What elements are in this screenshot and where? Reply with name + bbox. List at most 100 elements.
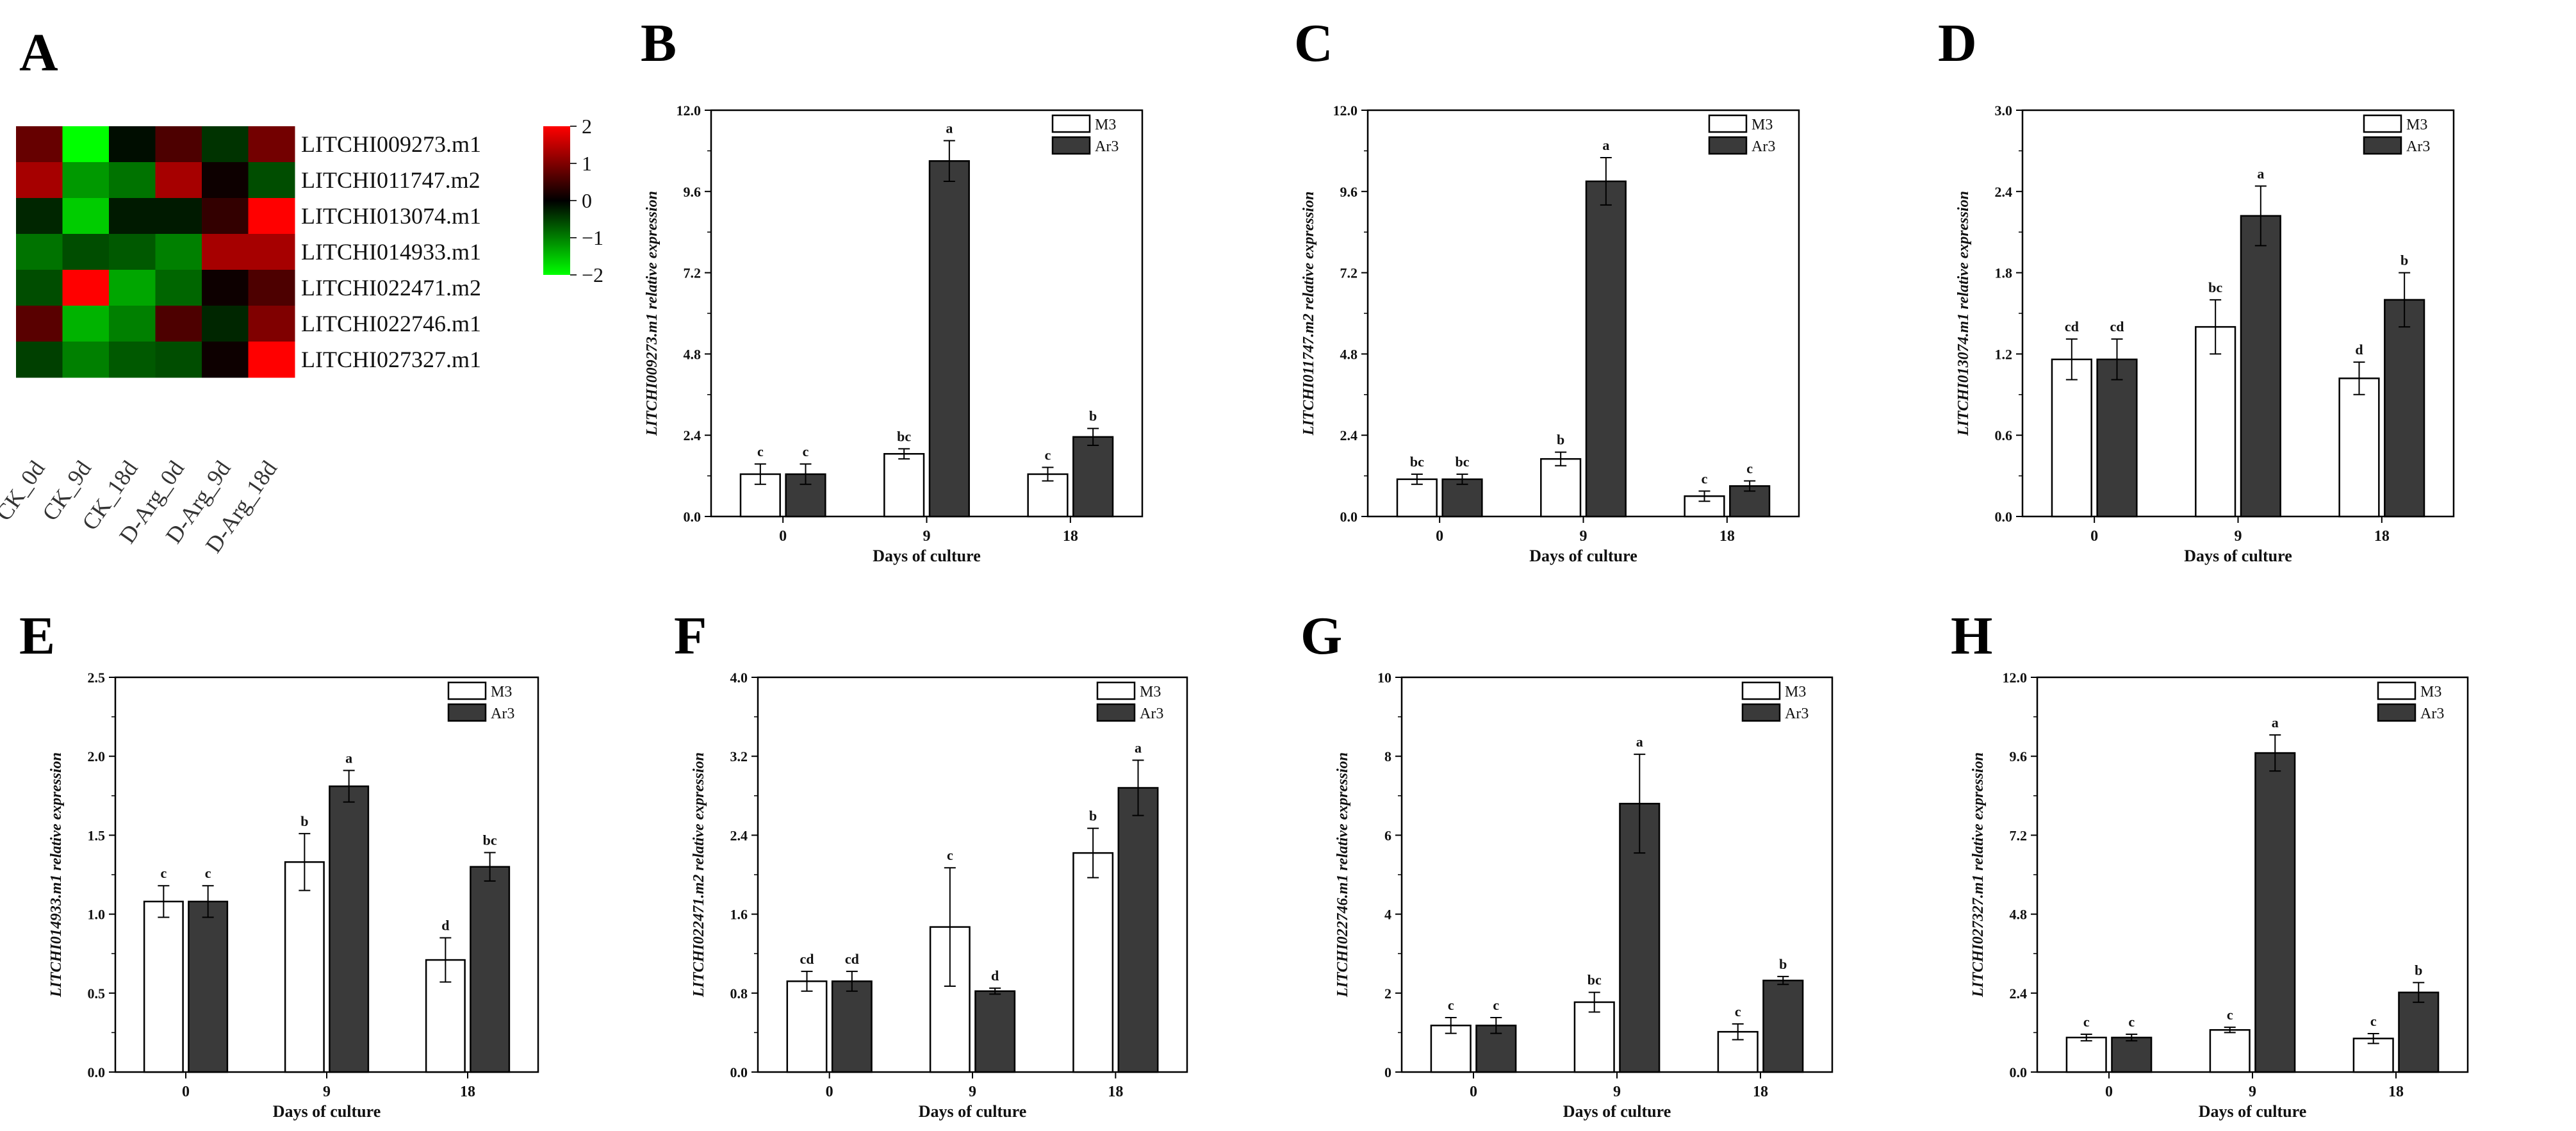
bar-m3 [284,861,325,1073]
bar-ar3 [1585,180,1627,518]
significance-label: a [946,120,953,136]
bar-m3 [2065,1036,2107,1073]
significance-label: c [2128,1014,2135,1030]
y-tick-label: 2.4 [684,427,701,443]
heatmap-cell [109,306,156,342]
bar-m3 [1396,478,1438,518]
legend-label-m3: M3 [2420,684,2441,700]
y-tick-label: 9.6 [2010,748,2028,764]
panel-c-bar-chart: C 0.0 2.4 4.8 7.2 9.6 12.0 LITCHI011747.m2 rela… [1294,13,1800,565]
legend-label-m3: M3 [1785,684,1806,700]
x-axis-label: Days of culture [273,1102,381,1121]
legend-swatch-m3 [1741,681,1781,700]
y-tick-label: 0.0 [684,509,701,525]
legend-label-m3: M3 [2406,117,2427,133]
legend-label-ar3: Ar3 [2406,138,2430,155]
x-tick-label: 9 [2249,1084,2256,1100]
y-tick-label: 6 [1384,827,1391,843]
bar-ar3 [2254,752,2296,1073]
heatmap-cell [155,270,202,306]
y-tick-label: 4.8 [1340,346,1358,362]
significance-label: a [1602,137,1609,153]
x-tick-label: 0 [779,528,787,545]
x-tick-label: 18 [2374,528,2390,545]
heatmap-row-label: LITCHI013074.m1 [301,203,481,229]
heatmap-cell [109,126,156,163]
heatmap-cell [248,234,295,270]
significance-label: c [1493,997,1499,1013]
bar-ar3 [329,785,370,1073]
y-tick-label: 2.5 [88,670,106,686]
y-tick-label: 7.2 [2010,827,2028,843]
legend-swatch-ar3 [447,703,487,722]
bar-m3 [1573,1001,1615,1073]
significance-label: c [205,865,211,881]
significance-label: cd [2065,318,2079,334]
significance-label: d [441,918,449,934]
x-axis-label: Days of culture [873,547,981,565]
heatmap-row-label: LITCHI009273.m1 [301,131,481,157]
heatmap-cell [248,342,295,378]
legend-swatch-ar3 [2363,136,2402,155]
y-tick-label: 7.2 [1340,265,1358,281]
x-tick-label: 18 [1063,528,1078,545]
heatmap-cell [62,270,110,306]
bar-m3 [2051,358,2092,518]
y-tick-label: 12.0 [2003,670,2028,686]
bar-ar3 [1072,436,1114,518]
legend-swatch-ar3 [1708,136,1748,155]
significance-label: c [1448,997,1454,1013]
bar-m3 [883,453,925,518]
y-tick-label: 9.6 [1340,184,1358,200]
heatmap-cell [62,198,110,235]
significance-label: c [1702,470,1708,486]
y-axis-label: LITCHI014933.m1 relative expression [48,752,65,998]
y-tick-label: 0.0 [730,1064,748,1080]
colorbar-tick-label: −2 [582,263,603,286]
y-tick-label: 0.0 [1340,509,1358,525]
heatmap-cell [16,162,63,199]
significance-label: c [2370,1013,2377,1029]
significance-label: a [2272,714,2279,731]
heatmap-cell [16,198,63,235]
significance-label: c [1045,447,1051,463]
y-axis-label: LITCHI009273.m1 relative expression [644,191,660,436]
plot-frame [1366,109,1800,518]
x-tick-label: 0 [1470,1084,1477,1100]
x-tick-label: 9 [1580,528,1587,545]
bar-ar3 [928,160,970,518]
bar-m3 [2352,1037,2394,1073]
heatmap-cell [248,126,295,163]
x-tick-label: 0 [2090,528,2098,545]
x-tick-label: 0 [182,1084,190,1100]
significance-label: cd [2110,318,2124,334]
panel-e-bar-chart: E 0.0 0.5 1.0 1.5 2.0 2.5 LITCHI014933.m1 relat… [19,606,539,1121]
significance-label: c [757,443,764,459]
bar-m3 [1540,458,1582,518]
colorbar-tick-label: −1 [582,226,603,249]
significance-label: d [991,968,999,984]
x-tick-label: 9 [1613,1084,1621,1100]
legend-label-ar3: Ar3 [1095,138,1119,155]
heatmap-row-label: LITCHI027327.m1 [301,347,481,372]
bar-m3 [143,900,184,1073]
significance-label: c [2227,1007,2233,1023]
significance-label: bc [2208,279,2222,295]
y-tick-label: 0.6 [1995,427,2013,443]
heatmap-cell [155,198,202,235]
y-tick-label: 1.0 [88,907,106,923]
legend-label-m3: M3 [1752,117,1773,133]
heatmap-row-label: LITCHI011747.m2 [301,167,480,193]
heatmap-cell [62,306,110,342]
x-tick-label: 9 [923,528,931,545]
heatmap-cell [155,126,202,163]
y-tick-label: 0.5 [88,986,106,1002]
legend-swatch-m3 [1096,681,1136,700]
x-tick-label: 9 [323,1084,331,1100]
panel-g-bar-chart: G 0 2 4 6 8 10 LITCHI022746.m1 relative express… [1300,606,1834,1121]
y-tick-label: 12.0 [1333,103,1358,119]
legend-label-m3: M3 [491,684,512,700]
panel-letter-f: F [674,606,707,666]
y-tick-label: 1.2 [1995,346,2013,362]
y-tick-label: 1.8 [1995,265,2013,281]
